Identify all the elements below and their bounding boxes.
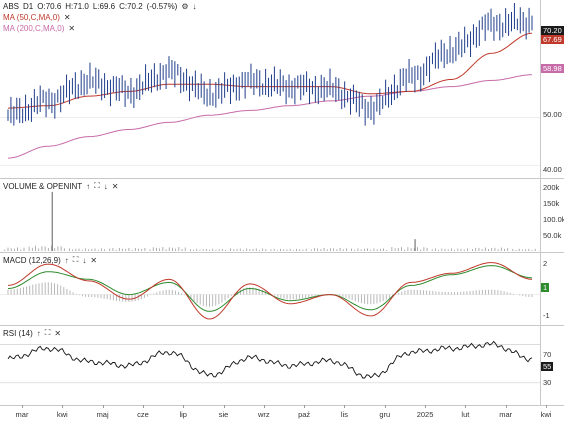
volume-tick: 50.0k [543, 231, 562, 240]
x-axis-tick [22, 405, 23, 408]
x-axis-label: mar [499, 410, 513, 419]
x-axis-label: mar [15, 410, 29, 419]
settings-icon[interactable]: ⚙ [181, 2, 189, 11]
volume-title: VOLUME & OPENINT [3, 181, 83, 191]
volume-pane: VOLUME & OPENINT ↑ ⛶ ↓ ✕ 200k 150k 100.0… [0, 179, 564, 252]
ma50-label: MA (50,C,MA,0) [3, 13, 60, 22]
expand-icon[interactable]: ⛶ [44, 328, 51, 337]
rsi-title: RSI (14) [3, 328, 33, 338]
x-axis-label: lis [340, 410, 348, 419]
rsi-tick: 30 [543, 378, 552, 387]
x-axis-tick [62, 405, 64, 408]
ma200-tag: 58.98 [541, 64, 564, 73]
macd-line [7, 262, 533, 320]
macd-tick: -1 [543, 311, 550, 320]
x-axis-label: kwi [540, 410, 552, 419]
volume-tick: 150k [543, 199, 560, 208]
close-icon[interactable]: ✕ [54, 328, 62, 338]
last-price-tag: 70.20 [541, 26, 564, 35]
x-axis-label: kwi [56, 410, 68, 419]
low-value: L:69.6 [92, 2, 116, 11]
close-icon[interactable]: ✕ [90, 255, 98, 265]
x-axis-label: gru [379, 410, 391, 419]
chart-header: ABS D1 O:70.6 H:71.0 L:69.6 C:70.2 (-0.5… [3, 2, 197, 11]
macd-title: MACD (12,26,9) [3, 255, 61, 265]
x-axis-label: paź [298, 410, 311, 419]
macd-tick: 2 [543, 259, 548, 268]
expand-icon[interactable]: ⛶ [94, 181, 100, 190]
macd-header: MACD (12,26,9) ↑ ⛶ ↓ ✕ [3, 255, 97, 265]
x-axis-tick [304, 405, 306, 408]
ma50-legend: MA (50,C,MA,0) ✕ [3, 13, 71, 22]
x-axis-label: wrz [258, 410, 270, 419]
open-value: O:70.6 [37, 2, 62, 11]
x-axis-tick [546, 405, 547, 408]
rsi-line [7, 340, 533, 379]
x-axis-tick [183, 405, 185, 408]
expand-icon[interactable]: ⛶ [72, 255, 79, 264]
macd-pane: MACD (12,26,9) ↑ ⛶ ↓ ✕ 2 -1 1 [0, 253, 564, 325]
close-value: C:70.2 [119, 2, 143, 11]
x-axis-tick [465, 405, 467, 408]
volume-tick: 200k [543, 183, 560, 192]
x-axis-label: maj [96, 410, 109, 419]
rsi-header: RSI (14) ↑ ⛶ ✕ [3, 328, 61, 338]
close-icon[interactable]: ✕ [63, 13, 71, 22]
rsi-tick: 70 [543, 350, 552, 359]
signal-line [7, 265, 533, 312]
x-axis-tick [505, 405, 507, 408]
arrow-up-icon[interactable]: ↑ [64, 255, 69, 265]
x-axis-tick [425, 405, 427, 408]
x-axis-label: lut [461, 410, 470, 419]
x-axis-tick [263, 405, 265, 408]
x-axis-label: lip [179, 410, 187, 419]
interval-label: D1 [23, 2, 34, 11]
ma200-label: MA (200,C,MA,0) [3, 24, 65, 33]
x-axis-label: sie [218, 410, 229, 419]
x-axis-label: cze [137, 410, 149, 419]
x-axis-tick [344, 405, 346, 408]
rsi-pane: RSI (14) ↑ ⛶ ✕ 70 30 55 [0, 326, 564, 405]
pane-divider [0, 178, 564, 179]
ma50-tag: 67.69 [541, 35, 564, 44]
volume-tick: 100.0k [543, 215, 564, 224]
x-axis-tick [223, 405, 225, 408]
x-axis-tick [102, 405, 104, 408]
arrow-down-icon[interactable]: ↓ [103, 181, 108, 191]
price-tick: 40.00 [543, 165, 562, 174]
close-icon[interactable]: ✕ [111, 181, 119, 191]
volume-header: VOLUME & OPENINT ↑ ⛶ ↓ ✕ [3, 181, 118, 191]
macd-value-tag: 1 [541, 283, 550, 292]
symbol-label: ABS [3, 2, 20, 11]
change-value: (-0.57%) [146, 2, 178, 11]
ma200-line [7, 74, 532, 159]
price-tick: 50.00 [543, 110, 562, 119]
x-axis-label: 2025 [416, 410, 434, 419]
close-icon[interactable]: ✕ [68, 24, 76, 33]
high-value: H:71.0 [65, 2, 89, 11]
axis-divider [540, 0, 541, 405]
arrow-up-icon[interactable]: ↑ [36, 328, 41, 338]
x-axis-tick [142, 405, 144, 408]
x-axis-tick [384, 405, 386, 408]
pane-divider [0, 325, 564, 326]
arrow-down-icon[interactable]: ↓ [192, 2, 197, 11]
ma200-legend: MA (200,C,MA,0) ✕ [3, 24, 75, 33]
ma50-line [7, 32, 533, 109]
rsi-value-tag: 55 [541, 362, 554, 371]
price-pane: ABS D1 O:70.6 H:71.0 L:69.6 C:70.2 (-0.5… [0, 0, 564, 178]
pane-divider [0, 252, 564, 253]
arrow-down-icon[interactable]: ↓ [82, 255, 87, 265]
arrow-up-icon[interactable]: ↑ [86, 181, 91, 191]
pane-divider [0, 405, 564, 406]
